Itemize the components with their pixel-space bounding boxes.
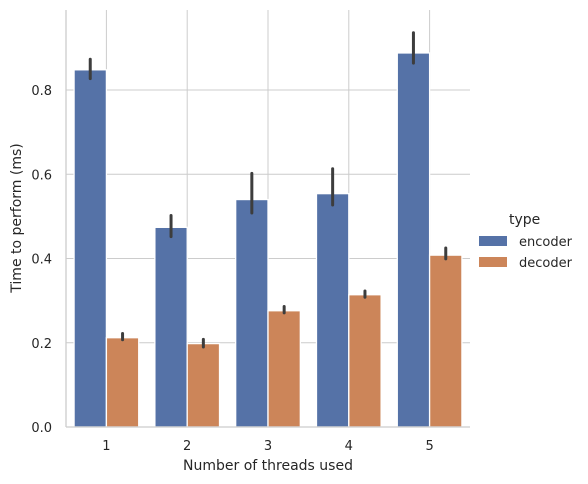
bar-encoder-4 [315, 192, 350, 428]
axis-spines [65, 10, 470, 428]
bar-encoder-2 [154, 226, 188, 428]
bar-encoder-5 [396, 52, 431, 428]
legend-swatch-encoder [479, 236, 507, 246]
y-tick-label: 0.2 [31, 337, 52, 352]
legend-label-decoder: decoder [519, 256, 573, 271]
x-tick-label: 3 [264, 439, 272, 454]
x-tick-label: 2 [183, 439, 191, 454]
bar-decoder-5 [428, 254, 463, 428]
x-tick-labels: 1 2 3 4 5 [102, 439, 433, 454]
bar-encoder-1 [73, 69, 108, 428]
legend-title: type [509, 212, 540, 228]
x-tick-label: 4 [345, 439, 353, 454]
y-tick-label: 0.4 [31, 253, 52, 268]
x-tick-label: 5 [425, 439, 433, 454]
y-tick-label: 0.8 [31, 84, 52, 99]
y-axis-label: Time to perform (ms) [9, 143, 25, 293]
bar-decoder-2 [186, 342, 221, 428]
x-axis-label: Number of threads used [183, 458, 353, 474]
legend: type encoder decoder [479, 212, 573, 271]
legend-label-encoder: encoder [519, 235, 573, 250]
bar-encoder-3 [235, 198, 269, 428]
bar-decoder-3 [267, 310, 301, 428]
y-tick-label: 0.0 [31, 421, 52, 436]
error-bars [88, 31, 448, 349]
bar-decoder-1 [105, 337, 140, 428]
legend-swatch-decoder [479, 257, 507, 267]
bar-decoder-4 [348, 294, 382, 428]
y-tick-label: 0.6 [31, 168, 52, 183]
y-tick-labels: 0.0 0.2 0.4 0.6 0.8 [31, 84, 52, 436]
x-tick-label: 1 [102, 439, 110, 454]
